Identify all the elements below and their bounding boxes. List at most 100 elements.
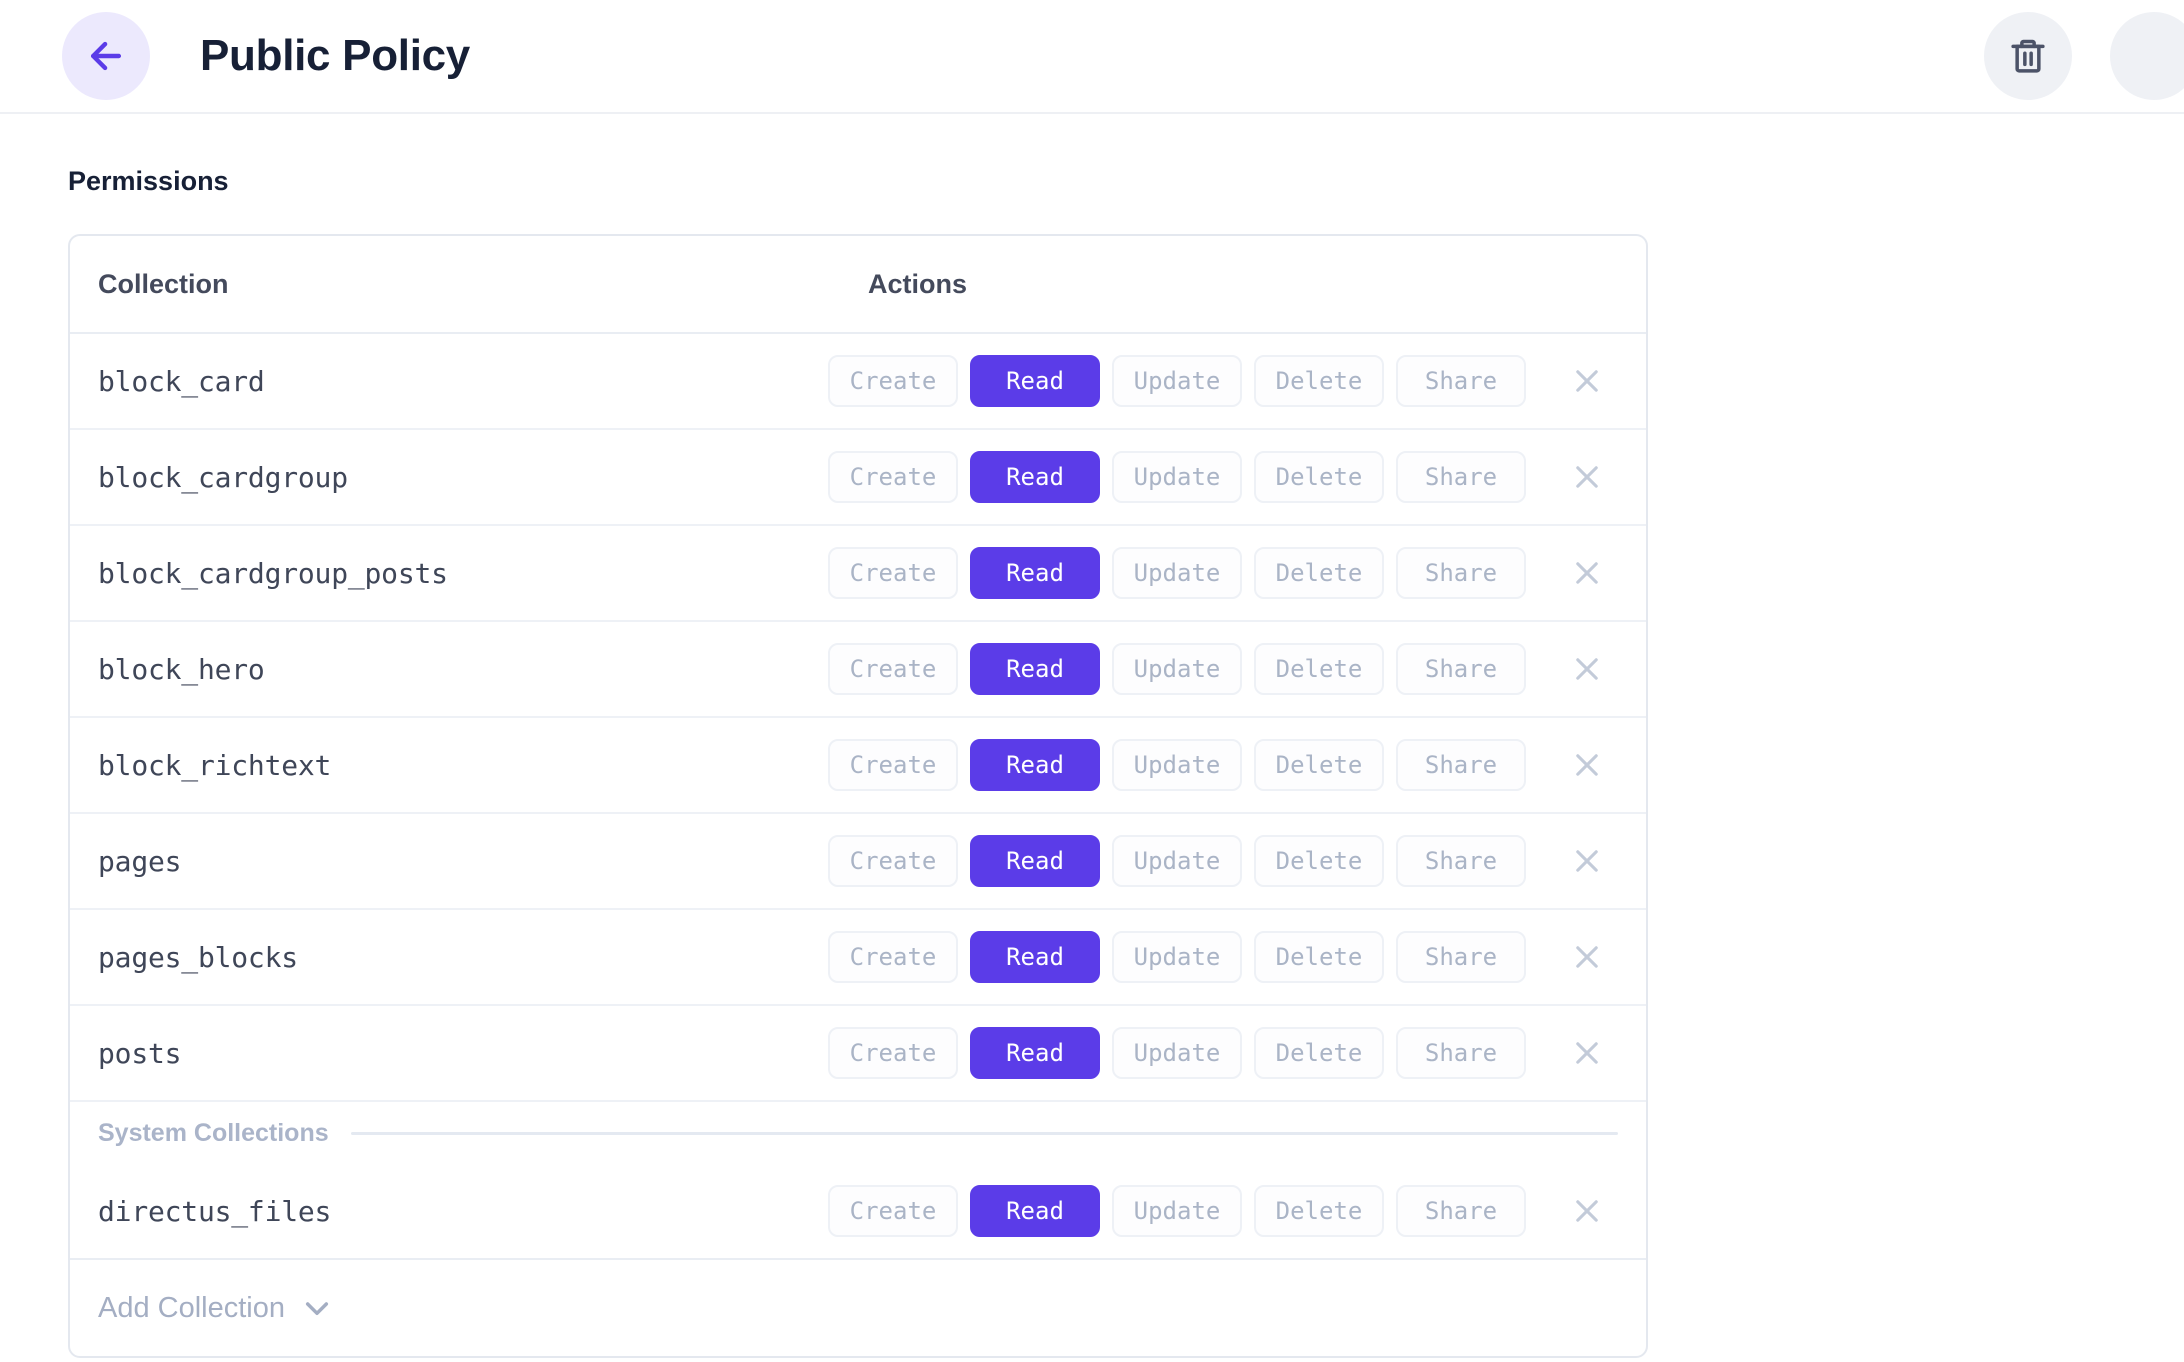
remove-collection-button[interactable] (1556, 1022, 1618, 1084)
action-chip-delete[interactable]: Delete (1254, 643, 1384, 695)
action-chip-delete[interactable]: Delete (1254, 355, 1384, 407)
action-chip-share[interactable]: Share (1396, 547, 1526, 599)
action-chip-update[interactable]: Update (1112, 835, 1242, 887)
action-chip-update[interactable]: Update (1112, 547, 1242, 599)
action-chip-create[interactable]: Create (828, 355, 958, 407)
action-chip-read[interactable]: Read (970, 547, 1100, 599)
collection-name: pages (98, 844, 182, 878)
action-chip-update[interactable]: Update (1112, 1027, 1242, 1079)
action-chip-delete[interactable]: Delete (1254, 931, 1384, 983)
add-collection-button[interactable]: Add Collection (98, 1292, 333, 1325)
more-actions-button[interactable] (2110, 12, 2184, 100)
delete-policy-button[interactable] (1984, 12, 2072, 100)
action-chip-share[interactable]: Share (1396, 451, 1526, 503)
close-icon (1570, 940, 1604, 974)
action-chip-delete[interactable]: Delete (1254, 739, 1384, 791)
table-row: block_cardgroup_posts Create Read Update Del… (70, 526, 1646, 622)
table-row: posts Create Read Update Delete Share (70, 1006, 1646, 1102)
collection-name: block_cardgroup_posts (98, 556, 448, 590)
action-chip-update[interactable]: Update (1112, 451, 1242, 503)
action-chip-group: Create Read Update Delete Share (828, 830, 1618, 892)
add-collection-label: Add Collection (98, 1291, 285, 1324)
table-row: block_card Create Read Update Delete Share (70, 334, 1646, 430)
close-icon (1570, 652, 1604, 686)
close-icon (1570, 364, 1604, 398)
action-chip-delete[interactable]: Delete (1254, 835, 1384, 887)
action-chip-read[interactable]: Read (970, 643, 1100, 695)
action-chip-group: Create Read Update Delete Share (828, 638, 1618, 700)
remove-collection-button[interactable] (1556, 446, 1618, 508)
action-chip-delete[interactable]: Delete (1254, 451, 1384, 503)
divider-line (350, 1131, 1618, 1135)
close-icon (1570, 748, 1604, 782)
table-row: block_cardgroup Create Read Update Delete Sha… (70, 430, 1646, 526)
collection-name: pages_blocks (98, 940, 298, 974)
table-row: pages_blocks Create Read Update Delete Share (70, 910, 1646, 1006)
action-chip-create[interactable]: Create (828, 643, 958, 695)
action-chip-share[interactable]: Share (1396, 643, 1526, 695)
action-chip-create[interactable]: Create (828, 547, 958, 599)
remove-collection-button[interactable] (1556, 350, 1618, 412)
action-chip-delete[interactable]: Delete (1254, 1027, 1384, 1079)
page-body: Permissions Collection Actions block_car… (0, 114, 2184, 1358)
system-collections-divider: System Collections (70, 1102, 1646, 1164)
permissions-table-footer: Add Collection (70, 1260, 1646, 1356)
action-chip-group: Create Read Update Delete Share (828, 1180, 1618, 1242)
close-icon (1570, 460, 1604, 494)
action-chip-share[interactable]: Share (1396, 931, 1526, 983)
back-button[interactable] (62, 12, 150, 100)
collection-name: posts (98, 1036, 182, 1070)
close-icon (1570, 844, 1604, 878)
permissions-rows: block_card Create Read Update Delete Share blo… (70, 334, 1646, 1260)
action-chip-group: Create Read Update Delete Share (828, 446, 1618, 508)
action-chip-read[interactable]: Read (970, 931, 1100, 983)
action-chip-update[interactable]: Update (1112, 739, 1242, 791)
remove-collection-button[interactable] (1556, 830, 1618, 892)
collection-name: block_richtext (98, 748, 332, 782)
action-chip-create[interactable]: Create (828, 739, 958, 791)
action-chip-read[interactable]: Read (970, 1027, 1100, 1079)
collection-name: block_card (98, 364, 265, 398)
system-collections-label: System Collections (98, 1118, 329, 1147)
action-chip-create[interactable]: Create (828, 835, 958, 887)
permissions-table: Collection Actions block_card Create Read U… (68, 234, 1648, 1358)
remove-collection-button[interactable] (1556, 542, 1618, 604)
collection-name: block_hero (98, 652, 265, 686)
table-row: pages Create Read Update Delete Share (70, 814, 1646, 910)
action-chip-read[interactable]: Read (970, 739, 1100, 791)
action-chip-update[interactable]: Update (1112, 931, 1242, 983)
action-chip-read[interactable]: Read (970, 451, 1100, 503)
action-chip-update[interactable]: Update (1112, 355, 1242, 407)
action-chip-read[interactable]: Read (970, 835, 1100, 887)
action-chip-share[interactable]: Share (1396, 1185, 1526, 1237)
remove-collection-button[interactable] (1556, 1180, 1618, 1242)
action-chip-group: Create Read Update Delete Share (828, 1022, 1618, 1084)
table-row: block_richtext Create Read Update Delete Shar… (70, 718, 1646, 814)
table-row: directus_files Create Read Update Delete Shar… (70, 1164, 1646, 1260)
action-chip-group: Create Read Update Delete Share (828, 542, 1618, 604)
action-chip-create[interactable]: Create (828, 451, 958, 503)
action-chip-share[interactable]: Share (1396, 739, 1526, 791)
action-chip-update[interactable]: Update (1112, 1185, 1242, 1237)
close-icon (1570, 1036, 1604, 1070)
action-chip-share[interactable]: Share (1396, 835, 1526, 887)
action-chip-create[interactable]: Create (828, 931, 958, 983)
action-chip-update[interactable]: Update (1112, 643, 1242, 695)
action-chip-create[interactable]: Create (828, 1185, 958, 1237)
action-chip-read[interactable]: Read (970, 1185, 1100, 1237)
action-chip-group: Create Read Update Delete Share (828, 350, 1618, 412)
action-chip-create[interactable]: Create (828, 1027, 958, 1079)
remove-collection-button[interactable] (1556, 638, 1618, 700)
action-chip-group: Create Read Update Delete Share (828, 926, 1618, 988)
header-actions (1984, 12, 2184, 100)
action-chip-read[interactable]: Read (970, 355, 1100, 407)
action-chip-share[interactable]: Share (1396, 355, 1526, 407)
remove-collection-button[interactable] (1556, 926, 1618, 988)
action-chip-share[interactable]: Share (1396, 1027, 1526, 1079)
action-chip-delete[interactable]: Delete (1254, 547, 1384, 599)
permissions-table-header: Collection Actions (70, 236, 1646, 334)
page-title: Public Policy (200, 31, 470, 80)
action-chip-group: Create Read Update Delete Share (828, 734, 1618, 796)
remove-collection-button[interactable] (1556, 734, 1618, 796)
action-chip-delete[interactable]: Delete (1254, 1185, 1384, 1237)
